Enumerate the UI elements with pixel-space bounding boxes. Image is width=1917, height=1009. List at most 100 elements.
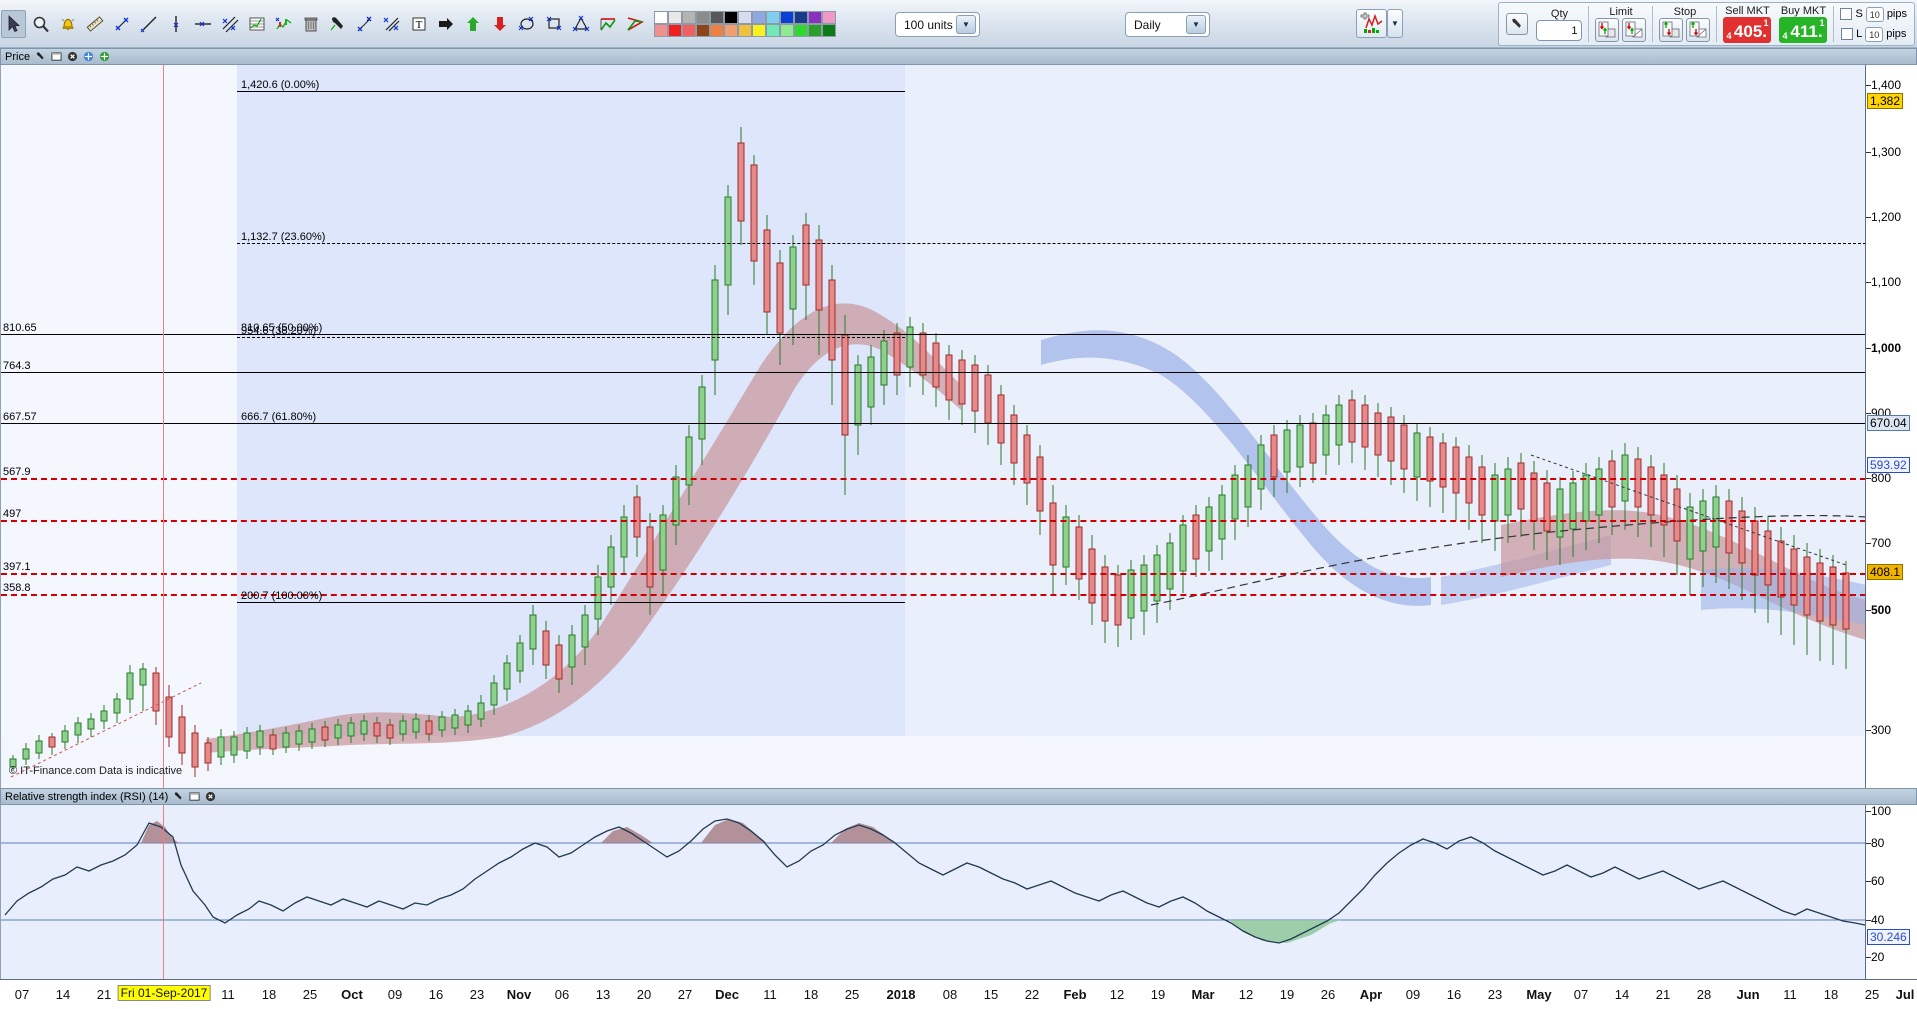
x-tick-highlighted[interactable]: Fri 01-Sep-2017 — [117, 985, 211, 1001]
color-swatch[interactable] — [752, 23, 766, 37]
rsi-plot[interactable]: 100 80 60 40 20 30.246 — [0, 805, 1917, 980]
color-swatch[interactable] — [696, 10, 710, 24]
color-swatch[interactable] — [766, 10, 780, 24]
limit-order-button[interactable] — [1595, 18, 1620, 42]
date-axis[interactable]: 07 14 21 Fri 01-Sep-2017 11 18 25 Oct 09… — [0, 979, 1917, 1009]
long-stop-checkbox[interactable] — [1841, 28, 1854, 40]
points-tool-button[interactable] — [352, 10, 377, 38]
color-palette[interactable] — [654, 10, 836, 37]
rsi-current-marker[interactable]: 30.246 — [1867, 929, 1910, 945]
triangle-tool-button[interactable] — [568, 10, 593, 38]
zoom-tool-button[interactable] — [28, 10, 53, 38]
fib-line-236[interactable] — [237, 243, 1866, 244]
add-icon[interactable] — [98, 51, 110, 63]
short-pips-input[interactable]: 10 — [1865, 6, 1884, 22]
window-icon[interactable] — [188, 791, 200, 803]
rsi-y-axis[interactable]: 100 80 60 40 20 30.246 — [1865, 805, 1917, 980]
price-line-764[interactable] — [1, 372, 1866, 373]
rectangle-tool-button[interactable] — [541, 10, 566, 38]
window-icon[interactable] — [50, 51, 62, 63]
color-swatch[interactable] — [794, 10, 808, 24]
fibonacci-tool-button[interactable] — [244, 10, 269, 38]
color-swatch[interactable] — [668, 23, 682, 37]
price-plot[interactable]: 810.65 764.3 667.57 567.9 497 397.1 358.… — [0, 65, 1917, 788]
palette-row-2[interactable] — [654, 23, 836, 37]
fib-line-100[interactable] — [237, 602, 905, 603]
color-swatch[interactable] — [766, 23, 780, 37]
cross-lines-tool-button[interactable] — [379, 10, 404, 38]
price-line-397[interactable] — [1, 573, 1866, 575]
wrench-icon[interactable] — [34, 51, 46, 63]
ruler-tool-button[interactable] — [82, 10, 107, 38]
fib-line-0[interactable] — [237, 91, 905, 92]
horizontal-line-tool-button[interactable] — [190, 10, 215, 38]
color-swatch[interactable] — [668, 10, 682, 24]
indicator-dropdown-button[interactable]: ▼ — [1387, 9, 1403, 38]
price-y-axis[interactable]: 1,400 1,300 1,200 1,100 1,000 900 800 70… — [1865, 65, 1917, 788]
color-swatch[interactable] — [654, 23, 668, 37]
vertical-line-tool-button[interactable] — [163, 10, 188, 38]
pitchfork-tool-button[interactable] — [271, 10, 296, 38]
color-swatch[interactable] — [780, 10, 794, 24]
color-swatch[interactable] — [780, 23, 794, 37]
color-swatch[interactable] — [822, 23, 836, 37]
delete-tool-button[interactable] — [298, 10, 323, 38]
arrow-right-tool-button[interactable] — [433, 10, 458, 38]
arrow-down-tool-button[interactable] — [487, 10, 512, 38]
price-line-358[interactable] — [1, 594, 1866, 596]
price-marker-670[interactable]: 670.04 — [1867, 415, 1910, 431]
trade-settings-button[interactable] — [1506, 13, 1529, 35]
buy-market-button[interactable]: 4 411. 1 — [1779, 17, 1828, 43]
qty-input[interactable]: 1 — [1536, 19, 1583, 41]
add-indicator-button[interactable] — [1356, 9, 1387, 38]
price-marker-last[interactable]: 1,382 — [1867, 93, 1904, 109]
move-icon[interactable] — [82, 51, 94, 63]
color-swatch[interactable] — [808, 23, 822, 37]
color-swatch[interactable] — [710, 23, 724, 37]
chevron-down-icon[interactable]: ▼ — [1186, 15, 1206, 34]
zigzag-tool-button[interactable] — [595, 10, 620, 38]
timeframe-select[interactable]: Daily ▼ — [1125, 12, 1210, 37]
stop-close-button[interactable] — [1686, 18, 1711, 42]
color-swatch[interactable] — [822, 10, 836, 24]
fib-line-382[interactable] — [237, 337, 905, 338]
chevron-down-icon[interactable]: ▼ — [956, 15, 976, 34]
units-select[interactable]: 100 units ▼ — [895, 12, 980, 37]
text-tool-button[interactable]: T — [406, 10, 431, 38]
stop-order-button[interactable] — [1659, 18, 1684, 42]
price-line-667[interactable] — [1, 423, 1866, 424]
color-swatch[interactable] — [696, 23, 710, 37]
color-swatch[interactable] — [654, 10, 668, 24]
elliott-wave-tool-button[interactable] — [622, 10, 647, 38]
color-swatch[interactable] — [682, 10, 696, 24]
color-swatch[interactable] — [724, 23, 738, 37]
fib-line-618[interactable] — [237, 423, 905, 424]
palette-row-1[interactable] — [654, 10, 836, 24]
price-marker-593[interactable]: 593.92 — [1867, 457, 1910, 473]
sell-market-button[interactable]: 4 405. 1 — [1723, 17, 1772, 43]
color-swatch[interactable] — [794, 23, 808, 37]
ellipse-tool-button[interactable] — [514, 10, 539, 38]
color-swatch[interactable] — [710, 10, 724, 24]
color-swatch[interactable] — [738, 23, 752, 37]
short-stop-checkbox[interactable] — [1840, 8, 1853, 20]
color-swatch[interactable] — [724, 10, 738, 24]
color-swatch[interactable] — [808, 10, 822, 24]
color-swatch[interactable] — [752, 10, 766, 24]
price-line-497[interactable] — [1, 520, 1866, 522]
color-swatch[interactable] — [738, 10, 752, 24]
parallel-lines-tool-button[interactable] — [217, 10, 242, 38]
color-swatch[interactable] — [682, 23, 696, 37]
close-icon[interactable] — [204, 791, 216, 803]
arrow-up-tool-button[interactable] — [460, 10, 485, 38]
long-pips-input[interactable]: 10 — [1865, 26, 1884, 42]
price-line-567[interactable] — [1, 478, 1866, 480]
settings-tool-button[interactable] — [325, 10, 350, 38]
segment-tool-button[interactable] — [109, 10, 134, 38]
close-icon[interactable] — [66, 51, 78, 63]
limit-close-button[interactable] — [1622, 18, 1647, 42]
wrench-icon[interactable] — [172, 791, 184, 803]
cursor-tool-button[interactable] — [1, 9, 26, 38]
trendline-tool-button[interactable] — [136, 10, 161, 38]
price-marker-408[interactable]: 408.1 — [1867, 564, 1904, 580]
